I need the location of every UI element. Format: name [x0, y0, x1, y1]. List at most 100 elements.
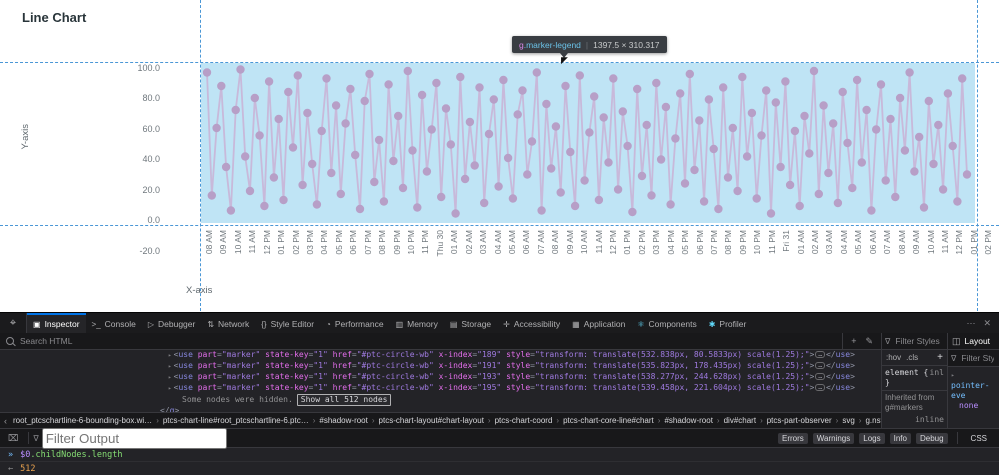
- rule-source-link[interactable]: inl: [929, 368, 944, 377]
- meatball-menu-icon[interactable]: ⋯: [966, 317, 976, 328]
- profiler-icon: ✱: [708, 319, 716, 329]
- data-point-marker: [900, 146, 910, 155]
- data-point-marker: [704, 95, 714, 104]
- console-input-echo[interactable]: » $0 .childNodes.length: [0, 448, 999, 462]
- markup-node-line[interactable]: ▸ <use part="marker" state-key="1" href="…: [168, 350, 855, 359]
- devtools-tab-debugger[interactable]: ▷ Debugger: [142, 313, 202, 333]
- x-tick-label: 01 AM: [449, 230, 460, 255]
- collapsed-text-pill[interactable]: …: [815, 373, 825, 380]
- console-result-row[interactable]: ← 512: [0, 462, 999, 475]
- add-node-icon[interactable]: +: [851, 336, 857, 346]
- expander-icon[interactable]: ▸: [951, 372, 955, 379]
- breadcrumb-item[interactable]: ptcs-chart-core-line#chart: [563, 416, 654, 425]
- search-html-input[interactable]: [18, 335, 843, 347]
- pick-element-icon[interactable]: ⌖: [0, 313, 27, 333]
- breadcrumb-item[interactable]: svg: [842, 416, 855, 425]
- breadcrumb-item[interactable]: ptcs-chart-coord: [494, 416, 553, 425]
- breadcrumb-item[interactable]: ptcs-chart-layout#chart-layout: [378, 416, 484, 425]
- inspector-guide-bottom: [0, 225, 999, 226]
- devtools-tab-style-editor[interactable]: {} Style Editor: [255, 313, 320, 333]
- data-point-marker: [547, 164, 556, 173]
- tab-label: Network: [218, 319, 250, 329]
- breadcrumb-item[interactable]: ptcs-part-observer: [766, 416, 832, 425]
- console-filter-info[interactable]: Info: [889, 432, 911, 444]
- data-point-marker: [618, 107, 627, 116]
- inspector-guide-top: [0, 62, 999, 63]
- sidebar-toggle-icon[interactable]: ◫: [952, 335, 961, 346]
- x-tick-label: 04 PM: [319, 230, 330, 255]
- devtools-tab-application[interactable]: ▦ Application: [566, 313, 631, 333]
- markup-node-line[interactable]: ▸ <use part="marker" state-key="1" href="…: [168, 383, 855, 392]
- breadcrumb-back-icon[interactable]: ‹: [4, 415, 7, 426]
- x-tick-label: 05 AM: [507, 230, 518, 255]
- filter-output-input[interactable]: [41, 427, 227, 449]
- devtools-tab-profiler[interactable]: ✱ Profiler: [703, 313, 753, 333]
- data-point-marker: [255, 131, 264, 140]
- console-filter-debug[interactable]: Debug: [915, 432, 948, 444]
- eyedropper-icon[interactable]: ✎: [865, 335, 873, 346]
- breadcrumb-separator: ›: [858, 416, 862, 425]
- data-point-marker: [303, 108, 312, 118]
- data-point-marker: [379, 197, 389, 206]
- devtools-tab-performance[interactable]: ◔ Performance: [320, 313, 390, 333]
- data-point-marker: [245, 186, 255, 196]
- markup-search-bar: + ✎: [0, 333, 881, 350]
- breadcrumb-item[interactable]: g.nstack: [865, 416, 881, 425]
- data-point-marker: [260, 201, 269, 211]
- devtools-tab-accessibility[interactable]: ✛ Accessibility: [497, 313, 566, 333]
- devtools-tab-network[interactable]: ⇅ Network: [201, 313, 255, 333]
- data-point-marker: [838, 87, 847, 97]
- clear-console-icon[interactable]: ⌧: [8, 432, 19, 443]
- pseudo-class-toggle[interactable]: :hov: [886, 353, 902, 362]
- x-tick-label: 08 PM: [723, 230, 734, 255]
- element-rule[interactable]: inl element { }: [882, 366, 947, 390]
- collapsed-text-pill[interactable]: …: [815, 351, 825, 358]
- breadcrumb-item[interactable]: #shadow-root: [319, 416, 368, 425]
- markup-node-line[interactable]: ▸ <use part="marker" state-key="1" href="…: [168, 372, 855, 381]
- console-filter-warnings[interactable]: Warnings: [812, 432, 855, 444]
- infobar-class: .marker-legend: [523, 39, 581, 50]
- data-point-marker: [465, 117, 475, 127]
- markup-closing-tag[interactable]: </g>: [160, 406, 180, 412]
- x-tick-label: 11 AM: [247, 230, 258, 254]
- filter-styles-input[interactable]: [893, 335, 944, 347]
- class-toggle[interactable]: .cls: [906, 353, 919, 362]
- close-devtools-icon[interactable]: ✕: [983, 317, 991, 328]
- breadcrumb-item[interactable]: div#chart: [723, 416, 757, 425]
- devtools-tab-components[interactable]: ⚛ Components: [631, 313, 702, 333]
- x-tick-label: 09 AM: [564, 230, 575, 255]
- data-point-marker: [867, 206, 876, 215]
- show-all-nodes-button[interactable]: Show all 512 nodes: [296, 394, 392, 406]
- collapsed-text-pill[interactable]: …: [815, 362, 825, 369]
- console-filter-errors[interactable]: Errors: [777, 432, 808, 444]
- data-point-marker: [733, 186, 742, 196]
- breadcrumb-item[interactable]: #shadow-root: [664, 416, 713, 425]
- filter-styles-sidebar-input[interactable]: [959, 352, 996, 364]
- data-point-marker: [785, 180, 795, 190]
- data-point-marker: [642, 120, 651, 130]
- data-point-marker: [800, 111, 809, 121]
- console-filter-logs[interactable]: Logs: [859, 432, 885, 444]
- devtools-tab-storage[interactable]: ▤ Storage: [444, 313, 497, 333]
- chart-plot-highlight[interactable]: [201, 63, 975, 223]
- data-point-marker: [771, 98, 780, 107]
- breadcrumb-item[interactable]: root_ptcschartline-6-bounding-box.wi…: [13, 416, 153, 425]
- data-point-marker: [953, 197, 962, 206]
- console-filter-css[interactable]: CSS: [970, 433, 987, 443]
- memory-icon: ▥: [395, 319, 404, 329]
- computed-property-name[interactable]: pointer-eve: [951, 381, 990, 400]
- collapsed-text-pill[interactable]: …: [815, 384, 825, 391]
- devtools-tab-inspector[interactable]: ▣ Inspector: [27, 313, 86, 333]
- add-rule-button[interactable]: +: [937, 352, 943, 363]
- breadcrumb-item[interactable]: ptcs-chart-line#root_ptcschartline-6.ptc…: [162, 416, 309, 425]
- data-point-marker: [915, 132, 924, 142]
- markup-node-line[interactable]: ▸ <use part="marker" state-key="1" href="…: [168, 361, 855, 370]
- devtools-tab-console[interactable]: >_ Console: [86, 313, 142, 333]
- rule-brace-close: }: [885, 378, 890, 387]
- tab-layout[interactable]: Layout: [964, 336, 991, 346]
- devtools-tab-memory[interactable]: ▥ Memory: [390, 313, 444, 333]
- y-tick-label: -20.0: [139, 245, 160, 256]
- inherited-rule-source-link[interactable]: inline: [915, 415, 944, 424]
- sidebar-tabs: ◫ Layout: [948, 333, 999, 350]
